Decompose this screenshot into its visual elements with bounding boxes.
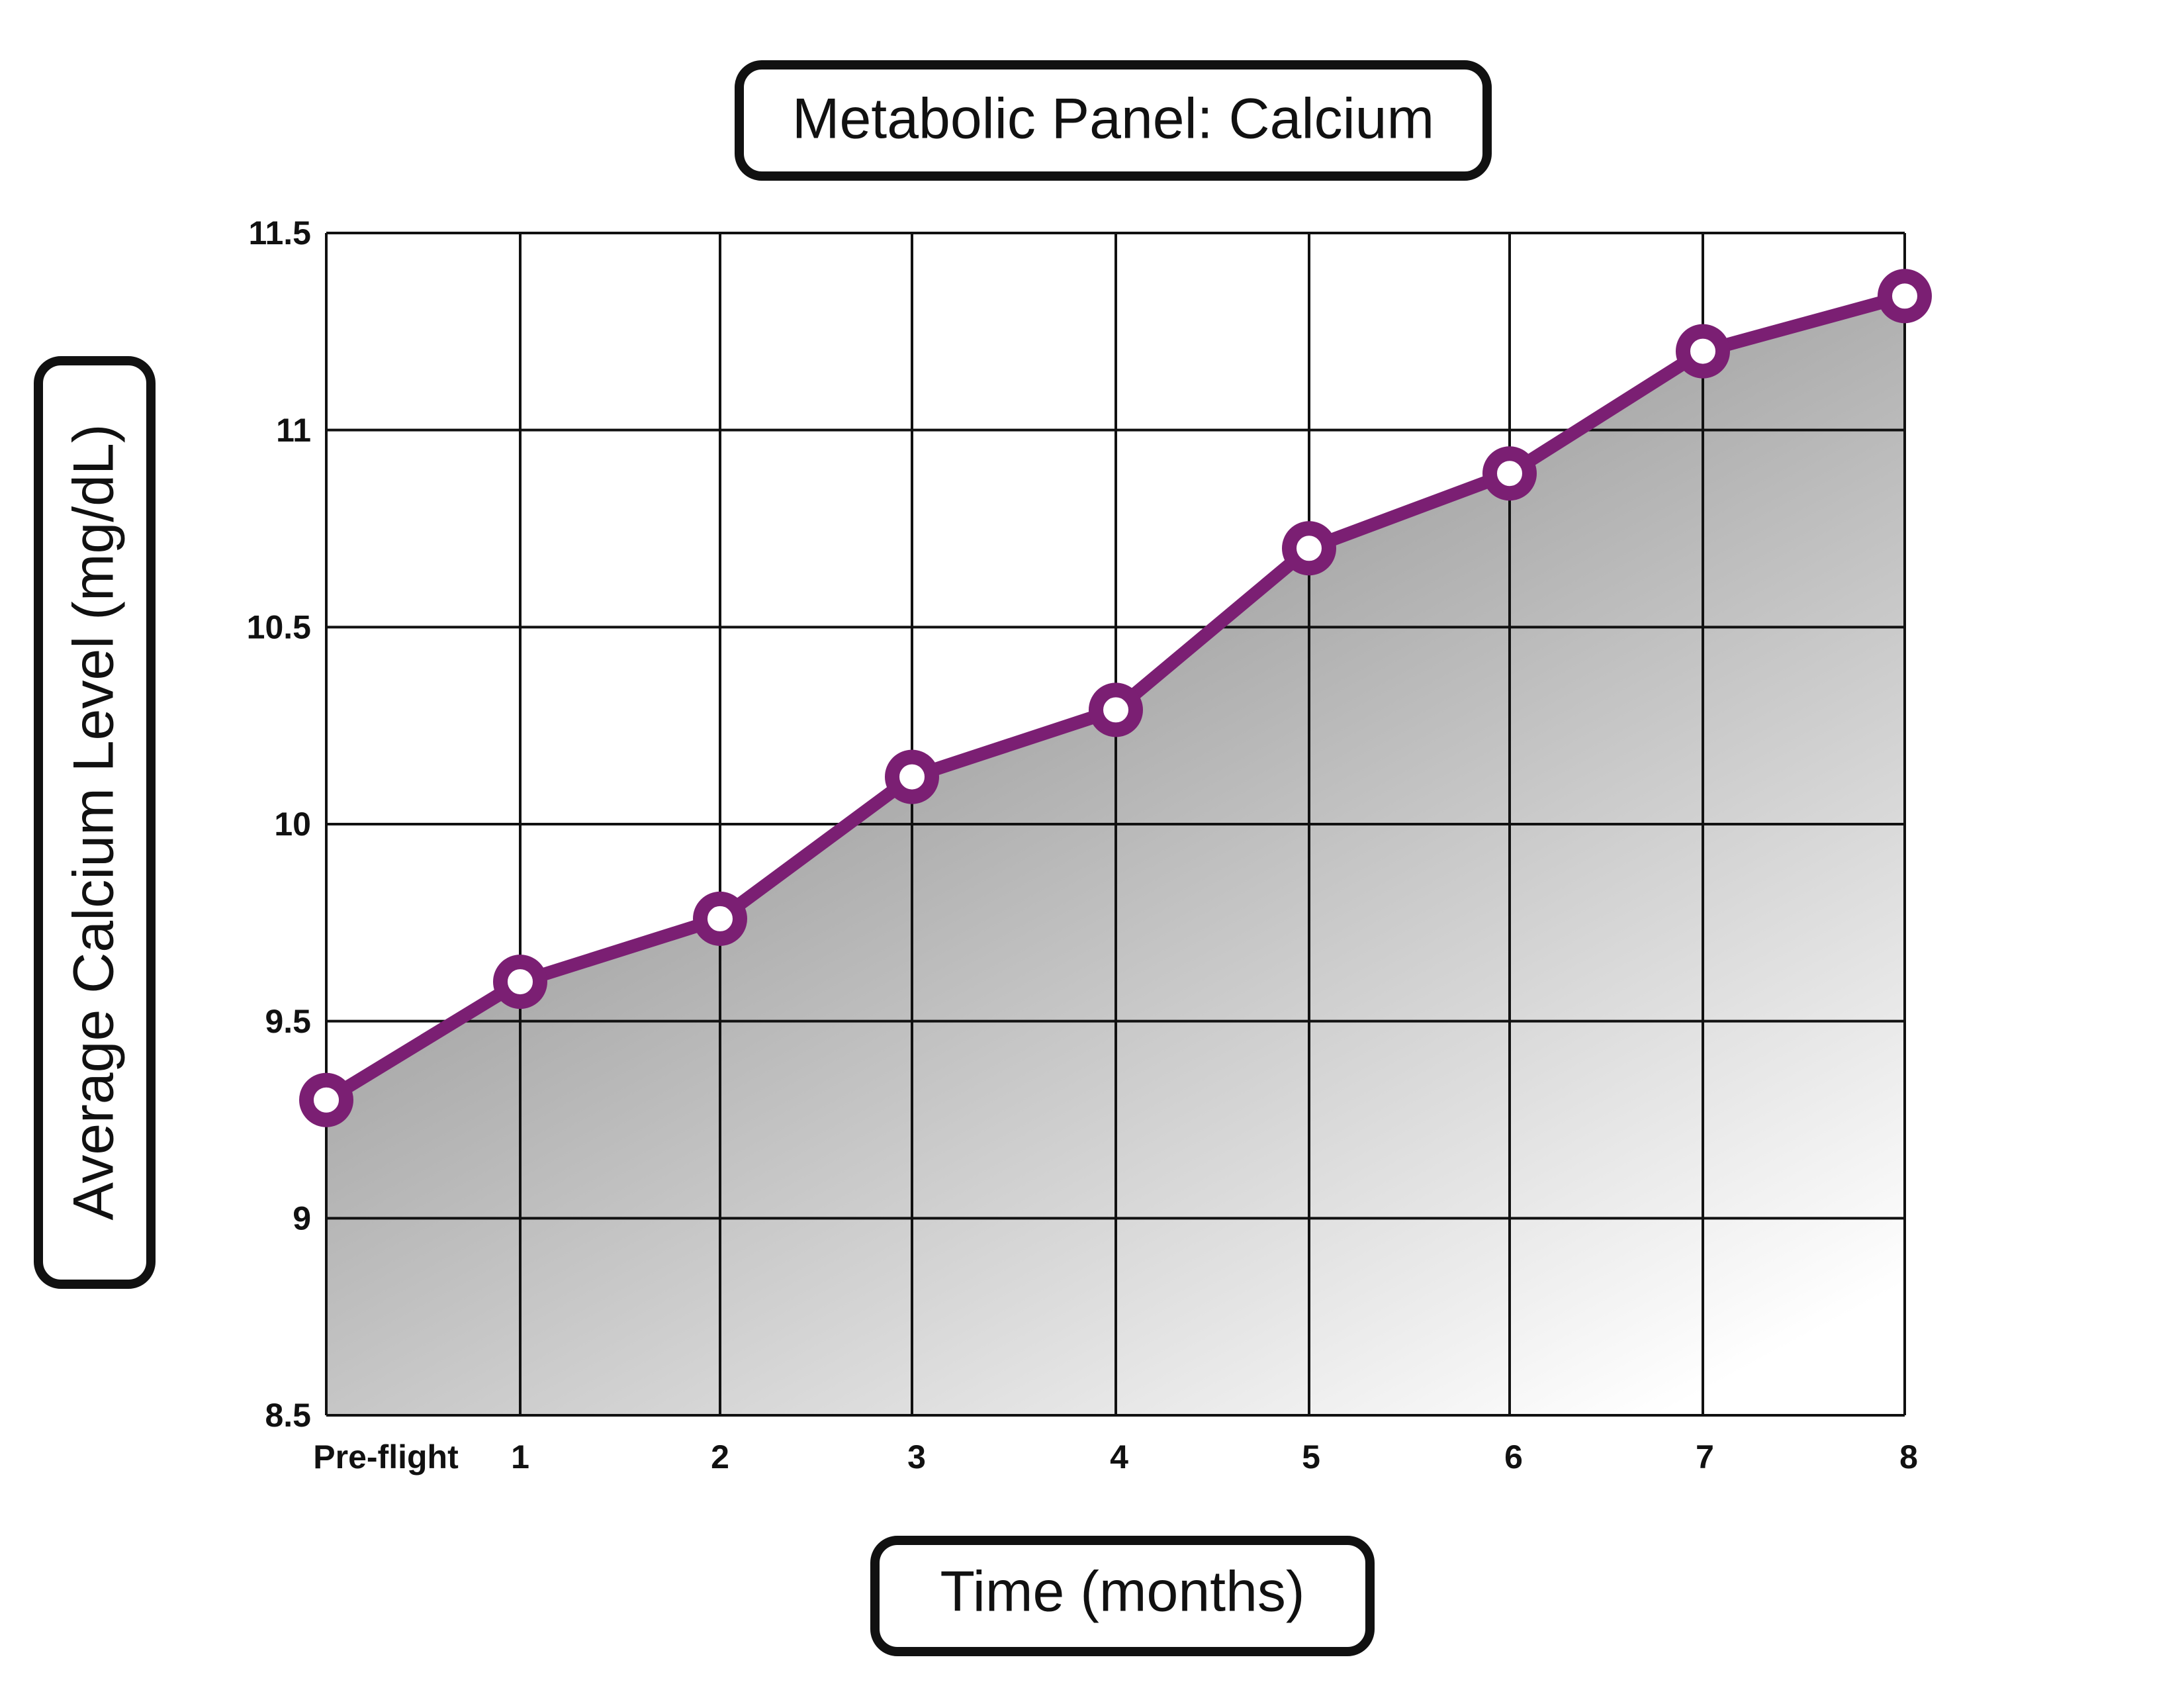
- y-tick-label-0: 8.5: [265, 1397, 311, 1434]
- x-tick-label-8: 8: [1899, 1438, 1918, 1476]
- x-tick-label-7: 7: [1696, 1438, 1714, 1476]
- x-tick-label-2: 2: [711, 1438, 729, 1476]
- y-tick-label-6: 11.5: [248, 214, 311, 252]
- x-tick-label-4: 4: [1110, 1438, 1128, 1476]
- plot-area: 8.5 9 9.5 10 10.5 11 11.5 Pre-flight 1 2 3 4 5 6 7 8: [247, 214, 1932, 1476]
- x-tick-label-3: 3: [907, 1438, 926, 1476]
- x-tick-label-1: 1: [511, 1438, 529, 1476]
- y-tick-label-4: 10.5: [247, 609, 311, 646]
- data-point-1: [493, 955, 547, 1009]
- data-point-7: [1676, 324, 1730, 379]
- data-point-0: [299, 1072, 353, 1127]
- y-axis-label: Average Calcium Level (mg/dL): [62, 424, 126, 1221]
- x-tick-label-5: 5: [1302, 1438, 1320, 1476]
- x-axis-label-box: Time (months): [870, 1536, 1375, 1656]
- x-axis-label: Time (months): [940, 1560, 1304, 1624]
- y-tick-label-2: 9.5: [265, 1003, 311, 1040]
- data-point-8: [1878, 269, 1932, 324]
- data-point-3: [885, 749, 939, 804]
- data-point-5: [1282, 521, 1336, 576]
- chart-title: Metabolic Panel: Calcium: [792, 87, 1434, 151]
- data-point-6: [1482, 446, 1537, 501]
- x-tick-label-6: 6: [1504, 1438, 1523, 1476]
- y-tick-label-1: 9: [293, 1200, 311, 1237]
- data-point-4: [1089, 682, 1143, 737]
- y-tick-label-3: 10: [274, 806, 311, 843]
- chart-title-box: Metabolic Panel: Calcium: [735, 60, 1492, 181]
- x-tick-label-0: Pre-flight: [313, 1438, 459, 1476]
- y-axis-label-box: Average Calcium Level (mg/dL): [34, 356, 156, 1289]
- data-point-2: [693, 891, 747, 946]
- y-tick-label-5: 11: [276, 412, 311, 449]
